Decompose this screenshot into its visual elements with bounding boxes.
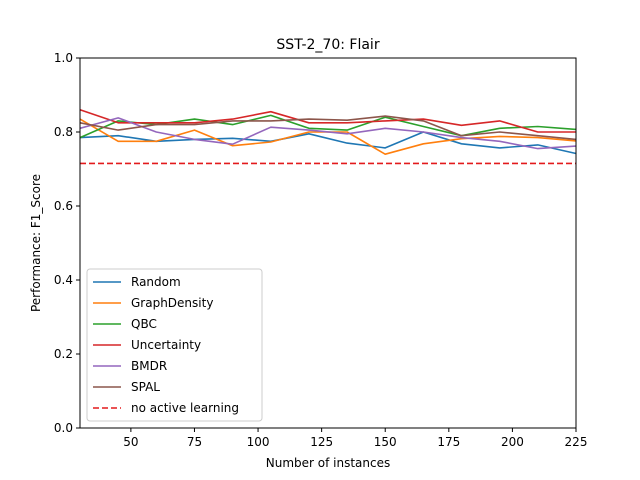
y-axis: 0.0 0.2 0.4 0.6 0.8 1.0 [54,51,80,435]
x-tick-label: 125 [310,435,333,449]
series-line [79,114,577,139]
plot-lines [79,109,577,165]
x-tick-label: 175 [437,435,460,449]
chart-title: SST-2_70: Flair [276,37,379,53]
x-axis-label: Number of instances [266,456,391,470]
y-tick-label: 0.0 [54,421,73,435]
legend-label: GraphDensity [131,296,213,310]
y-tick-label: 0.8 [54,125,73,139]
legend-label: QBC [131,317,157,331]
x-tick-label: 225 [565,435,588,449]
legend-label: Random [131,275,181,289]
series-line [79,115,577,141]
legend-label: Uncertainty [131,338,201,352]
y-tick-label: 1.0 [54,51,73,65]
x-tick-label: 150 [374,435,397,449]
y-axis-label: Performance: F1_Score [29,174,43,312]
x-tick-label: 100 [247,435,270,449]
plot-frame [79,57,577,429]
legend-label: no active learning [131,401,239,415]
x-axis: 50 75 100 125 150 175 200 225 [123,428,587,449]
legend-box [86,268,263,422]
legend: Random GraphDensity QBC Uncertainty BMDR SPAL… [86,268,263,422]
y-tick-label: 0.6 [54,199,73,213]
legend-label: BMDR [131,359,167,373]
x-tick-label: 50 [123,435,138,449]
series-line [79,131,577,155]
series-line [79,117,577,150]
legend-label: SPAL [131,380,160,394]
x-tick-label: 200 [501,435,524,449]
x-tick-label: 75 [187,435,202,449]
series-line [79,109,576,133]
y-tick-label: 0.2 [54,347,73,361]
y-tick-label: 0.4 [54,273,73,287]
